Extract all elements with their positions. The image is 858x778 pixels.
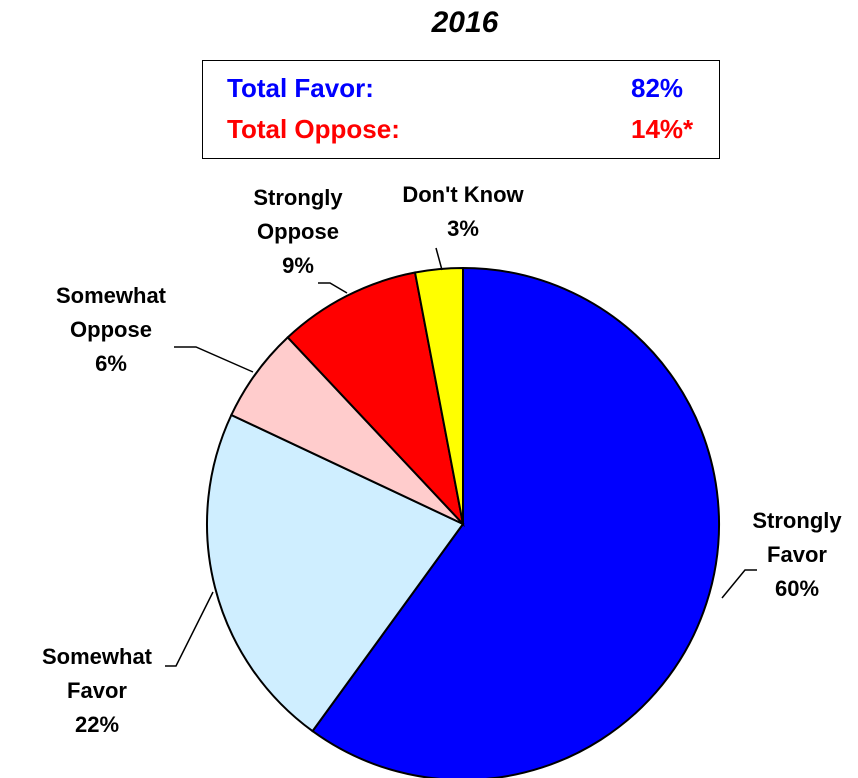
slice-name-label: Oppose: [70, 317, 152, 342]
total-favor-label: Total Favor:: [227, 73, 374, 103]
slice-name-label: Don't Know: [402, 182, 524, 207]
slice-label: Somewhat Favor 22%: [42, 644, 153, 737]
total-favor-value: 82%: [631, 73, 684, 103]
total-oppose-label: Total Oppose:: [227, 114, 400, 144]
chart-title: 2016: [431, 6, 499, 39]
slice-value-label: 60%: [775, 576, 819, 601]
slice-name-label: Favor: [767, 542, 827, 567]
slice-value-label: 22%: [75, 712, 119, 737]
leader-line: [318, 282, 348, 294]
slice-label: Strongly Oppose 9%: [253, 185, 343, 278]
slice-name-label: Favor: [67, 678, 127, 703]
slice-label: Somewhat Oppose 6%: [56, 283, 167, 376]
pie-slice: [413, 266, 464, 525]
leader-line: [165, 591, 214, 667]
slice-name-label: Oppose: [257, 219, 339, 244]
slice-name-label: Somewhat: [42, 644, 153, 669]
leader-line: [721, 569, 757, 599]
pie-slice: [286, 271, 465, 528]
slice-label: Don't Know 3%: [402, 182, 524, 241]
pie-slice: [311, 266, 720, 778]
slice-value-label: 3%: [447, 216, 479, 241]
slice-name-label: Strongly: [253, 185, 343, 210]
slice-name-label: Somewhat: [56, 283, 167, 308]
slice-label: Strongly Favor 60%: [752, 508, 842, 601]
slice-value-label: 6%: [95, 351, 127, 376]
slice-value-label: 9%: [282, 253, 314, 278]
summary-box: Total Favor: 82% Total Oppose: 14%*: [202, 60, 720, 159]
leader-line: [174, 346, 254, 373]
total-oppose-value: 14%*: [631, 114, 694, 144]
slice-name-label: Strongly: [752, 508, 842, 533]
leader-line: [435, 247, 443, 271]
